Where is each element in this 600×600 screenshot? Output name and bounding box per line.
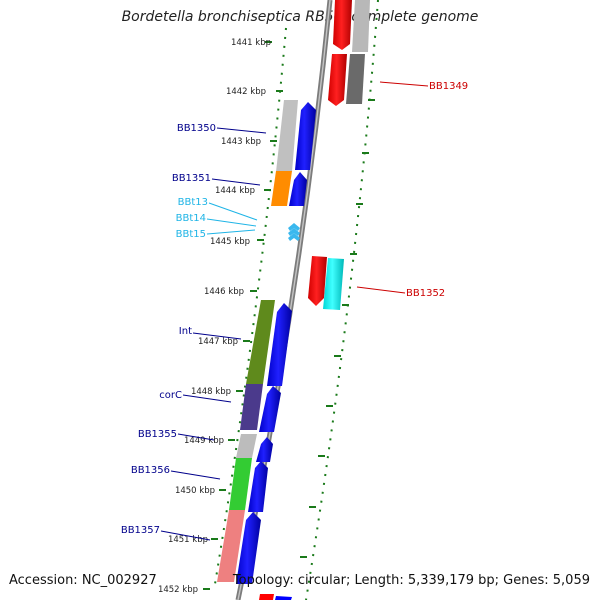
tick-1442: 1442 kbp [226, 87, 375, 101]
gene-bb1352-cyan [323, 258, 344, 310]
tick-1452: 1452 kbp [158, 585, 210, 595]
tick-label: 1451 kbp [168, 535, 208, 545]
gene-label-corc[interactable]: corC [159, 390, 182, 401]
gene-labels: BB1350 BB1351 BBt13 BBt14 BBt15 Int corC… [121, 81, 468, 536]
gene-bb1349-grey [346, 54, 365, 104]
band-bb1356-green [229, 458, 252, 510]
gene-label-bb1352[interactable]: BB1352 [406, 288, 445, 299]
gene-bb1350 [295, 102, 316, 170]
scale-ticks: 1441 kbp 1442 kbp 1443 kbp 1444 kbp 1445 [158, 38, 375, 595]
gene-label-bb1355[interactable]: BB1355 [138, 429, 177, 440]
topology-label: Topology: circular; Length: 5,339,179 bp… [232, 573, 590, 588]
band-bb1351-orange [271, 171, 292, 206]
forward-strand-features [236, 102, 316, 584]
reverse-strand-features [259, 0, 370, 600]
gene-label-bb1357[interactable]: BB1357 [121, 525, 160, 536]
gene-bb1352-red [308, 256, 327, 306]
tick-1451: 1451 kbp [168, 535, 307, 558]
genome-title: Bordetella bronchiseptica RB50, complete… [121, 9, 479, 25]
gene-label-bbt13[interactable]: BBt13 [178, 197, 208, 208]
band-corc-navy [240, 384, 263, 430]
tick-label: 1447 kbp [198, 337, 238, 347]
gene-bb1356 [248, 461, 268, 512]
band-bb1357-pink [217, 510, 245, 582]
tick-1445: 1445 kbp [210, 237, 357, 255]
tick-label: 1450 kbp [175, 486, 215, 496]
gene-label-bbt15[interactable]: BBt15 [176, 229, 206, 240]
feature-class-bands [217, 100, 298, 582]
tick-1450: 1450 kbp [175, 486, 316, 508]
gene-int [267, 303, 292, 386]
tick-label: 1448 kbp [191, 387, 231, 397]
label-leader-lines [160, 81, 429, 541]
gene-bottom-blue [275, 596, 292, 600]
gene-label-bb1349[interactable]: BB1349 [429, 81, 468, 92]
band-int-olive [246, 300, 275, 384]
gene-bb1351 [289, 172, 307, 206]
tick-1448: 1448 kbp [191, 387, 333, 407]
tick-label: 1445 kbp [210, 237, 250, 247]
tick-label: 1441 kbp [231, 38, 271, 48]
band-bb1350-grey [276, 100, 298, 172]
gene-bb1355 [256, 437, 273, 462]
tick-1447: 1447 kbp [198, 337, 341, 357]
gene-bb1348-red [333, 0, 352, 50]
tick-label: 1446 kbp [204, 287, 244, 297]
tick-1444: 1444 kbp [215, 186, 363, 205]
tick-label: 1449 kbp [184, 436, 224, 446]
tick-1449: 1449 kbp [184, 436, 325, 457]
tick-1443: 1443 kbp [221, 137, 369, 154]
gene-bottom-red [259, 594, 274, 600]
trna-bbt13-icon [288, 223, 300, 231]
accession-label: Accession: NC_002927 [9, 573, 157, 588]
tick-label: 1452 kbp [158, 585, 198, 595]
tick-label: 1443 kbp [221, 137, 261, 147]
gene-label-int[interactable]: Int [179, 326, 192, 337]
gene-bb1349-red [328, 54, 347, 106]
gene-label-bb1350[interactable]: BB1350 [177, 123, 216, 134]
tick-label: 1442 kbp [226, 87, 266, 97]
gene-bb1357 [236, 512, 261, 584]
trna-bbt14-icon [288, 228, 300, 236]
gene-corc [259, 386, 281, 432]
band-bb1355-grey [236, 434, 257, 458]
trna-bbt15-icon [288, 233, 300, 241]
tick-1446: 1446 kbp [204, 287, 349, 306]
trna-markers [288, 223, 300, 241]
gene-label-bb1351[interactable]: BB1351 [172, 173, 211, 184]
gene-grey-top [352, 0, 370, 52]
tick-label: 1444 kbp [215, 186, 255, 196]
gene-label-bb1356[interactable]: BB1356 [131, 465, 170, 476]
gene-label-bbt14[interactable]: BBt14 [176, 213, 206, 224]
